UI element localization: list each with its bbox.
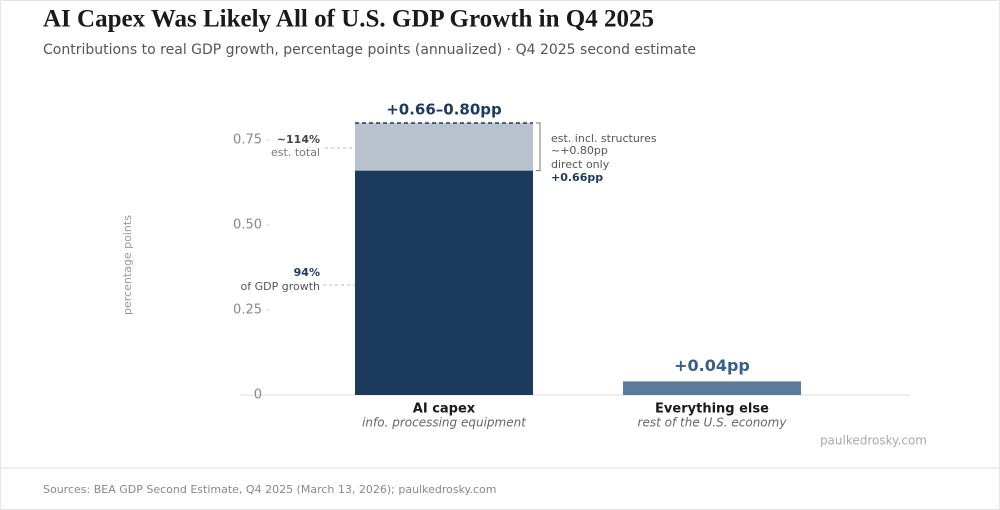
share-note: of GDP growth [241,280,321,293]
x-tick-sublabel: rest of the U.S. economy [638,416,788,430]
share-annotation: ~114% [277,133,320,146]
series-annotation: est. incl. structures [551,132,657,145]
x-tick-sublabel: info. processing equipment [362,416,527,430]
x-tick-label: AI capex [413,402,476,417]
series-annotation: ~+0.80pp [551,144,608,157]
y-axis-label: percentage points [121,215,134,315]
x-tick-label: Everything else [655,402,769,417]
watermark: paulkedrosky.com [820,434,927,448]
series-annotation: direct only [551,158,610,171]
value-label: +0.04pp [674,356,750,375]
bar-segment [623,381,801,395]
y-tick-label: 0.75 [233,133,262,148]
range-label: +0.66–0.80pp [386,101,502,119]
y-tick-label: 0.50 [233,218,262,233]
bracket [536,122,541,172]
bar-segment [355,123,533,171]
share-annotation: 94% [294,266,320,279]
source: Sources: BEA GDP Second Estimate, Q4 202… [43,483,497,496]
share-note: est. total [271,146,320,159]
chart-title: AI Capex Was Likely All of U.S. GDP Grow… [43,6,654,33]
y-tick-label: 0 [254,388,262,403]
bar-segment [355,170,533,395]
value-label: +0.66pp [551,171,603,184]
chart-subtitle: Contributions to real GDP growth, percen… [43,42,696,58]
y-tick-label: 0.25 [233,303,262,318]
